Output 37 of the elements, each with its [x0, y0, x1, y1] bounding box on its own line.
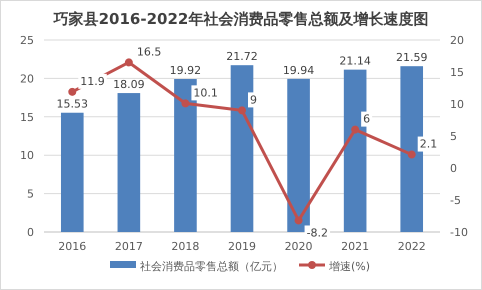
y2-tick-label: 10 — [450, 98, 464, 111]
data-label: 9 — [250, 93, 257, 106]
data-label: 11.9 — [80, 74, 105, 88]
y2-tick-label: 20 — [450, 34, 464, 47]
data-label: 10.1 — [193, 86, 218, 100]
data-label: 6 — [363, 112, 370, 126]
data-label: 19.94 — [282, 64, 314, 77]
y-tick-label: 20 — [20, 72, 34, 86]
data-label: 2.1 — [420, 138, 438, 151]
data-label: 21.72 — [226, 50, 258, 64]
y2-tick-label: 15 — [450, 66, 464, 79]
y-tick-label: 10 — [20, 149, 34, 162]
legend-label: 增速(%) — [328, 260, 370, 273]
y2-tick-label: 0 — [450, 162, 457, 175]
y-tick-label: 15 — [20, 110, 34, 124]
x-tick-label: 2019 — [228, 240, 256, 253]
data-label: 19.92 — [170, 64, 202, 78]
y-tick-label: 0 — [27, 226, 34, 239]
data-label: 18.09 — [113, 78, 145, 92]
legend-label: 社会消费品零售总额（亿元） — [140, 260, 283, 273]
data-label: 21.14 — [339, 54, 371, 68]
y2-tick-label: -5 — [450, 194, 461, 207]
x-tick-label: 2016 — [58, 240, 86, 253]
x-tick-label: 2018 — [171, 240, 200, 253]
x-tick-label: 2022 — [398, 240, 426, 253]
data-label: 21.59 — [396, 51, 428, 64]
y2-tick-label: -10 — [450, 226, 468, 239]
y-tick-label: 25 — [20, 34, 34, 47]
y2-tick-label: 5 — [450, 130, 457, 143]
data-label: 16.5 — [136, 45, 162, 58]
title: 巧家县2016-2022年社会消费品零售总额及增长速度图 — [54, 10, 428, 28]
x-tick-label: 2021 — [341, 240, 370, 253]
data-label: 15.53 — [56, 98, 88, 111]
y-tick-label: 5 — [27, 188, 34, 201]
x-tick-label: 2017 — [114, 240, 143, 253]
x-tick-label: 2020 — [284, 240, 313, 253]
data-label: -8.2 — [306, 226, 328, 240]
